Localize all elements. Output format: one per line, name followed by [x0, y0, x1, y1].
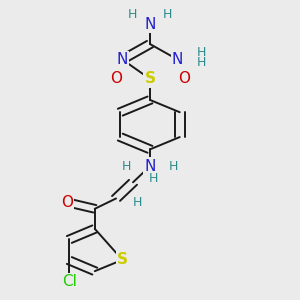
Text: N: N [117, 52, 128, 67]
Text: H: H [163, 8, 172, 22]
Text: H: H [149, 172, 158, 185]
Text: H: H [133, 196, 142, 209]
Text: N: N [172, 52, 183, 67]
Text: O: O [61, 195, 73, 210]
Text: H: H [196, 56, 206, 69]
Text: S: S [145, 71, 155, 86]
Text: O: O [178, 71, 190, 86]
Text: N: N [144, 16, 156, 32]
Text: S: S [117, 252, 128, 267]
Text: H: H [128, 8, 137, 22]
Text: N: N [144, 159, 156, 174]
Text: H: H [169, 160, 178, 173]
Text: Cl: Cl [62, 274, 77, 289]
Text: O: O [110, 71, 122, 86]
Text: H: H [196, 46, 206, 59]
Text: H: H [122, 160, 131, 173]
